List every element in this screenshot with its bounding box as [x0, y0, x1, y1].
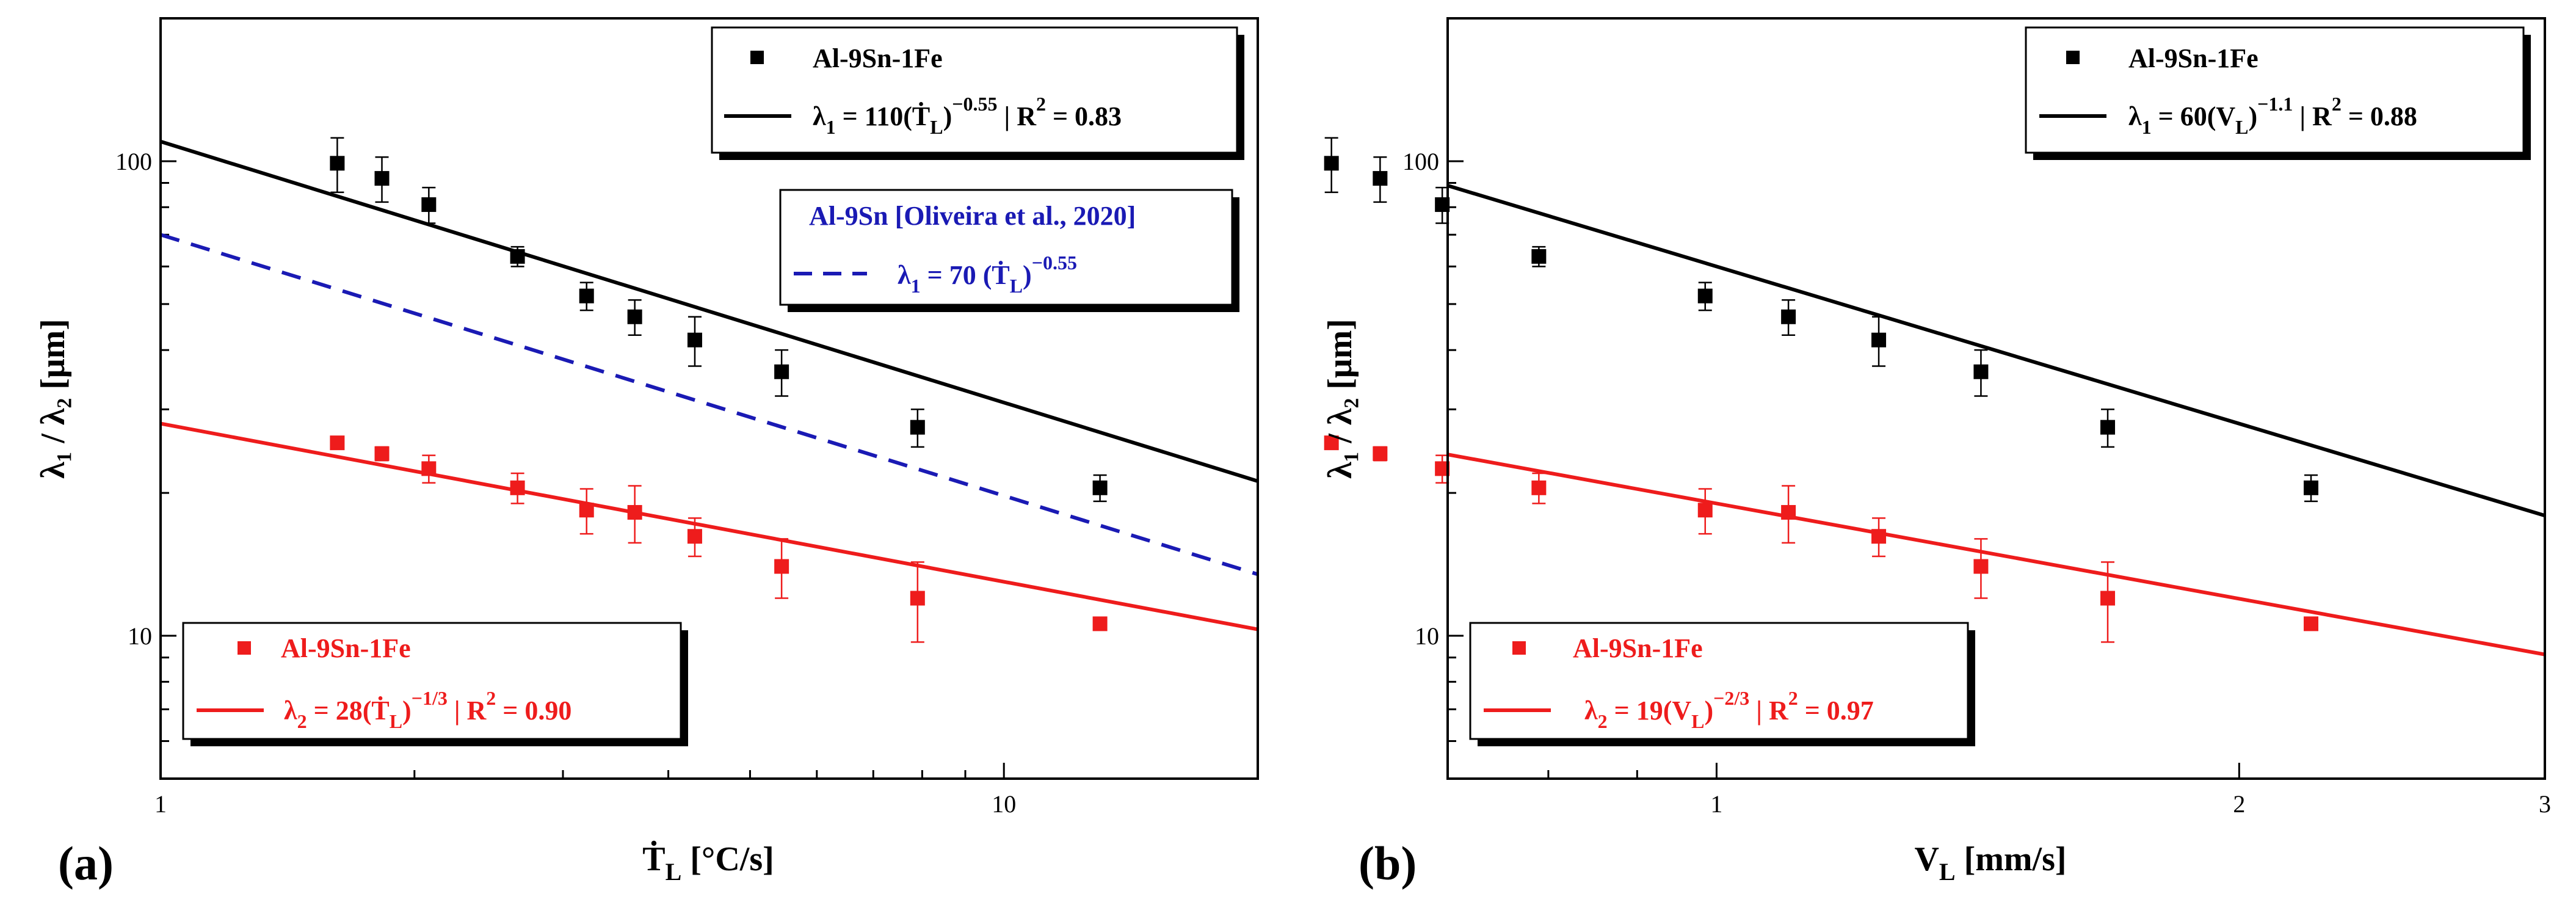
data-point	[1531, 249, 1547, 264]
data-point	[2100, 420, 2116, 435]
data-point	[579, 288, 594, 304]
data-point	[2100, 591, 2116, 606]
panel-b-x-axis-title: VL [mm/s]	[1914, 840, 2066, 886]
data-point	[1871, 332, 1887, 347]
data-point	[1871, 529, 1887, 544]
data-point	[510, 249, 525, 264]
data-point	[1781, 309, 1796, 324]
legend-marker	[750, 51, 764, 64]
legend-title: Al-9Sn [Oliveira et al., 2020]	[809, 201, 1136, 231]
data-point	[627, 309, 642, 324]
panel-a-legend-red: Al-9Sn-1Fe λ2 = 28(ṪL)−1/3 | R2 = 0.90	[182, 622, 688, 746]
data-point	[687, 332, 702, 347]
data-point	[1324, 435, 1339, 451]
panel-b-legend-black: Al-9Sn-1Fe λ1 = 60(VL)−1.1 | R2 = 0.88	[2025, 26, 2531, 160]
panel-b-y-tick-label: 10	[1415, 622, 1439, 650]
panel-a-plot-layer: 1 10 10 100	[115, 17, 1259, 818]
panel-b-fit-line	[1448, 184, 2545, 518]
panel-b-fit-line	[1448, 453, 2545, 657]
panel-b-plot-frame	[1446, 17, 2546, 780]
data-point	[1373, 446, 1388, 461]
panel-a-legend-black: Al-9Sn-1Fe λ1 = 110(ṪL)−0.55 | R2 = 0.83	[711, 26, 1244, 160]
data-point	[774, 559, 789, 574]
panel-b-y-axis-title: λ₁ / λ₂ [μm]	[1321, 319, 1359, 479]
panel-a-fit-line	[161, 233, 1258, 577]
legend-fit-equation: λ2 = 28(ṪL)−1/3 | R2 = 0.90	[284, 687, 571, 732]
panel-b-series	[1324, 137, 2319, 503]
legend-fit-equation: λ1 = 70 (ṪL)−0.55	[898, 252, 1077, 297]
data-point	[421, 197, 437, 213]
panel-b: 1 2 3 10 100 λ₁ / λ₂ [μm] VL [mm/s] (b) Al-9…	[1321, 17, 2551, 890]
legend-box	[779, 189, 1233, 306]
panel-b-y-tick-label: 100	[1402, 148, 1439, 175]
data-point	[910, 420, 925, 435]
legend-marker	[1512, 641, 1526, 655]
legend-marker	[2066, 51, 2080, 64]
legend-fit-equation: λ1 = 60(VL)−1.1 | R2 = 0.88	[2128, 93, 2417, 138]
panel-a-fit-line	[161, 139, 1258, 483]
data-point	[421, 461, 437, 476]
panel-a-plot-frame	[159, 17, 1259, 780]
legend-box	[182, 622, 682, 740]
panel-a-fit-lines	[161, 139, 1258, 631]
data-point	[1092, 616, 1108, 631]
panel-a-y-axis-title: λ₁ / λ₂ [μm]	[34, 319, 72, 479]
legend-box	[2025, 26, 2525, 154]
panel-a-series	[330, 435, 1108, 643]
legend-box	[711, 26, 1238, 154]
data-point	[910, 591, 925, 606]
panel-a-x-tick-label: 10	[992, 790, 1016, 818]
data-point	[2304, 616, 2319, 631]
panel-a-y-tick-label: 10	[128, 622, 152, 650]
data-point	[374, 446, 390, 461]
data-point	[1973, 364, 1989, 379]
data-point	[330, 435, 345, 451]
data-point	[1697, 503, 1713, 518]
panel-b-series	[1324, 435, 2319, 643]
panel-a: 1 10 10 100 λ₁ / λ₂ [μm] ṪL [°C/s] (a) Al-9…	[34, 17, 1259, 890]
panel-a-label: (a)	[58, 837, 114, 890]
panel-b-label: (b)	[1359, 837, 1417, 890]
data-point	[1973, 559, 1989, 574]
legend-fit-equation: λ2 = 19(VL)−2/3 | R2 = 0.97	[1584, 687, 1874, 732]
data-point	[1324, 156, 1339, 171]
data-point	[579, 503, 594, 518]
panel-b-x-tick-label: 1	[1710, 790, 1722, 818]
legend-marker	[238, 641, 251, 655]
panel-b-plot-layer: 1 2 3 10 100	[1324, 17, 2551, 818]
data-point	[1531, 480, 1547, 495]
data-point	[1697, 288, 1713, 304]
panel-b-fit-lines	[1448, 184, 2545, 657]
data-point	[330, 156, 345, 171]
panel-a-x-axis-title: ṪL [°C/s]	[642, 840, 774, 886]
panel-a-series	[330, 137, 1108, 503]
data-point	[510, 480, 525, 495]
panel-a-x-tick-label: 1	[154, 790, 167, 818]
legend-fit-equation: λ1 = 110(ṪL)−0.55 | R2 = 0.83	[813, 93, 1122, 138]
panel-a-legend-blue: Al-9Sn [Oliveira et al., 2020] λ1 = 70 (…	[779, 189, 1239, 312]
data-point	[1373, 171, 1388, 186]
panel-a-fit-line	[161, 421, 1258, 631]
data-point	[1092, 480, 1108, 495]
legend-box	[1469, 622, 1969, 740]
data-point	[774, 364, 789, 379]
panel-b-x-tick-label: 2	[2233, 790, 2245, 818]
data-point	[687, 529, 702, 544]
data-point	[627, 504, 642, 520]
legend-series-label: Al-9Sn-1Fe	[813, 43, 943, 73]
panel-b-legend-red: Al-9Sn-1Fe λ2 = 19(VL)−2/3 | R2 = 0.97	[1469, 622, 1975, 746]
legend-series-label: Al-9Sn-1Fe	[2128, 43, 2259, 73]
panel-b-x-tick-label: 3	[2539, 790, 2551, 818]
legend-series-label: Al-9Sn-1Fe	[281, 633, 411, 663]
data-point	[2304, 480, 2319, 495]
panel-a-y-tick-label: 100	[115, 148, 152, 175]
data-point	[1781, 504, 1796, 520]
data-point	[374, 171, 390, 186]
legend-series-label: Al-9Sn-1Fe	[1573, 633, 1703, 663]
